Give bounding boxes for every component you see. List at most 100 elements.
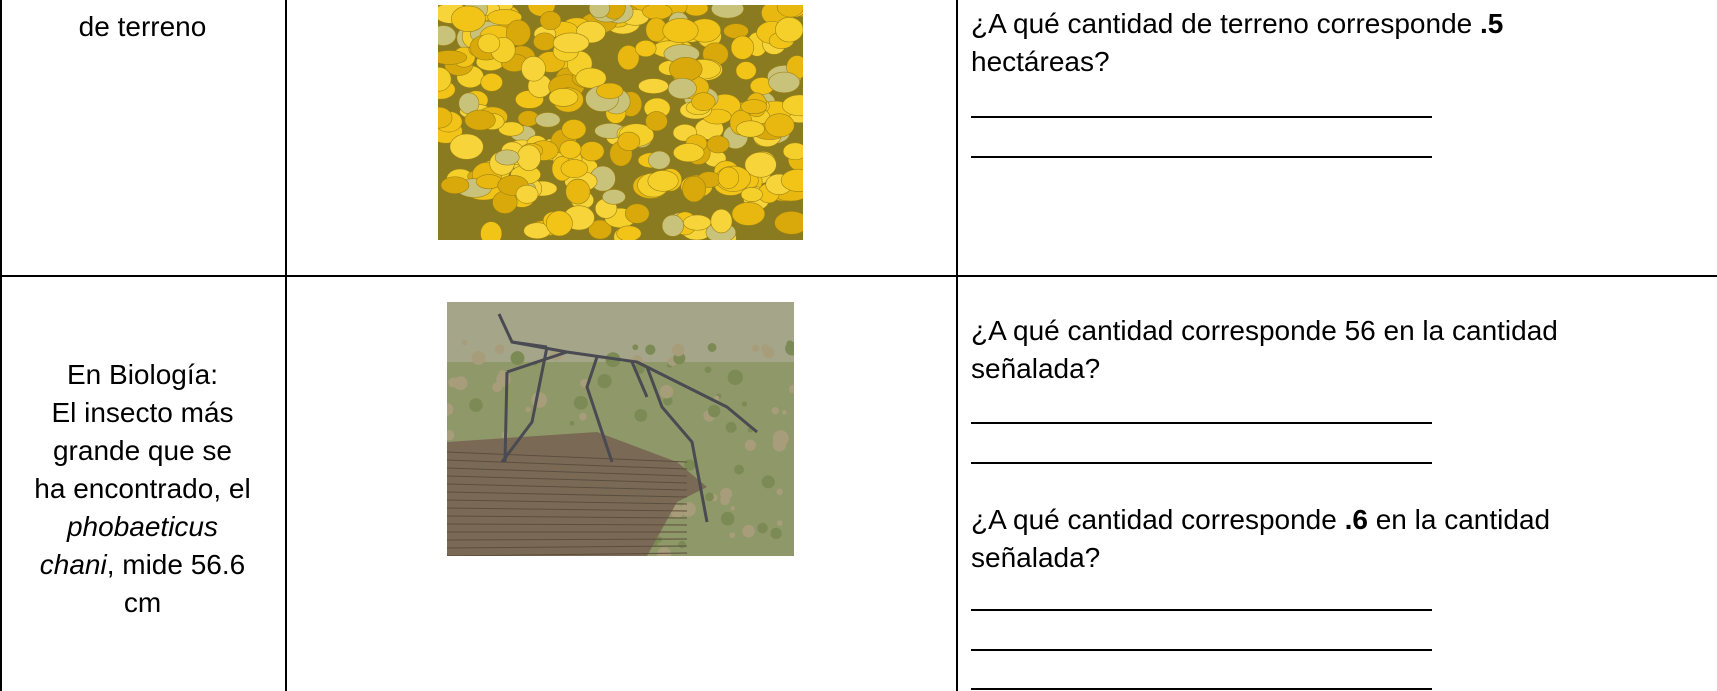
question: ¿A qué cantidad corresponde 56 en la can…: [971, 312, 1651, 388]
image-detail: [447, 403, 454, 416]
image-detail: [705, 492, 714, 502]
image-detail: [744, 439, 756, 451]
image-detail: [673, 143, 705, 163]
image-detail: [498, 121, 524, 137]
image-detail: [672, 343, 685, 357]
image-detail: [782, 410, 787, 415]
subject-text: cm: [123, 587, 162, 618]
image-detail: [533, 32, 556, 51]
image-detail: [734, 464, 744, 475]
image-detail: [503, 371, 509, 463]
image-detail: [447, 507, 688, 512]
image-detail: [494, 149, 520, 166]
question-number: .6: [1344, 504, 1368, 535]
subject-text: En Biología:: [67, 359, 218, 390]
image-detail: [777, 520, 783, 526]
image-detail: [539, 10, 562, 31]
image-detail: [647, 170, 679, 192]
image-detail: [678, 540, 686, 549]
image-detail: [775, 16, 803, 43]
image-detail: [447, 515, 688, 519]
image-detail: [786, 340, 794, 348]
image-detail: [720, 511, 735, 526]
image-detail: [447, 475, 688, 484]
image-detail: [438, 25, 457, 46]
subject-text: El insecto más: [51, 397, 234, 428]
image-detail: [729, 532, 736, 539]
image-detail: [447, 545, 688, 549]
image-detail: [521, 56, 546, 82]
subject-text: , mide 56.6: [106, 549, 246, 580]
image-detail: [642, 5, 673, 20]
image-detail: [469, 398, 483, 412]
subject-text: grande que se: [52, 435, 233, 466]
question-text: ¿A qué cantidad de terreno corresponde: [971, 8, 1481, 39]
image-detail: [438, 66, 452, 92]
image-detail: [707, 404, 721, 418]
subject-cell: En Biología: El insecto más grande que s…: [0, 356, 285, 622]
image-detail: [494, 344, 505, 355]
image-detail: [496, 372, 511, 387]
table-border: [956, 0, 958, 691]
image-detail: [511, 340, 548, 349]
image-detail: [725, 421, 737, 433]
image-detail: [661, 214, 684, 237]
question-text: en la cantidad señalada?: [971, 504, 1551, 573]
image-detail: [634, 408, 648, 422]
image-detail: [757, 522, 768, 534]
image-detail: [670, 504, 684, 519]
image-detail: [480, 73, 503, 92]
question: ¿A qué cantidad corresponde .6 en la can…: [971, 501, 1651, 577]
image-detail: [763, 346, 775, 359]
image-detail: [741, 401, 748, 407]
image-detail: [630, 361, 649, 398]
image-detail: [560, 159, 588, 179]
image-detail: [588, 5, 610, 19]
image-detail: [780, 168, 803, 192]
image-detail: [447, 483, 688, 491]
image-detail: [447, 302, 794, 362]
image-detail: [448, 377, 459, 388]
answer-line: [971, 609, 1432, 611]
corn-image: [438, 5, 803, 240]
image-detail: [575, 67, 607, 89]
image-detail: [662, 18, 699, 43]
question-number: .5: [1480, 8, 1504, 39]
image-detail: [770, 527, 782, 539]
image-detail: [638, 78, 669, 94]
image-detail: [740, 99, 768, 114]
image-detail: [624, 203, 650, 224]
table-border: [0, 0, 2, 691]
image-detail: [447, 429, 455, 441]
table-border: [285, 0, 287, 691]
image-detail: [559, 140, 582, 159]
image-detail: [447, 451, 688, 463]
stick-insect-image: [447, 302, 794, 556]
image-detail: [735, 61, 757, 80]
image-detail: [461, 339, 468, 346]
image-detail: [691, 92, 716, 111]
question-text: ¿A qué cantidad corresponde: [971, 504, 1345, 535]
image-detail: [711, 5, 745, 19]
image-detail: [720, 495, 730, 506]
image-detail: [588, 219, 612, 240]
image-detail: [632, 344, 639, 351]
image-detail: [569, 420, 575, 426]
image-detail: [645, 344, 656, 355]
image-detail: [438, 50, 468, 65]
image-detail: [744, 151, 777, 178]
image-detail: [616, 225, 642, 240]
image-detail: [552, 32, 590, 54]
image-detail: [634, 40, 657, 58]
image-detail: [535, 112, 561, 128]
image-detail: [764, 113, 795, 138]
image-detail: [531, 392, 548, 408]
image-detail: [447, 499, 688, 505]
image-detail: [565, 178, 591, 205]
image-detail: [477, 33, 501, 54]
question-text: ¿A qué cantidad corresponde 56 en la can…: [971, 315, 1558, 384]
image-detail: [645, 111, 668, 132]
image-detail: [447, 552, 688, 556]
species-name: phobaeticus: [66, 511, 218, 542]
image-detail: [645, 366, 709, 523]
